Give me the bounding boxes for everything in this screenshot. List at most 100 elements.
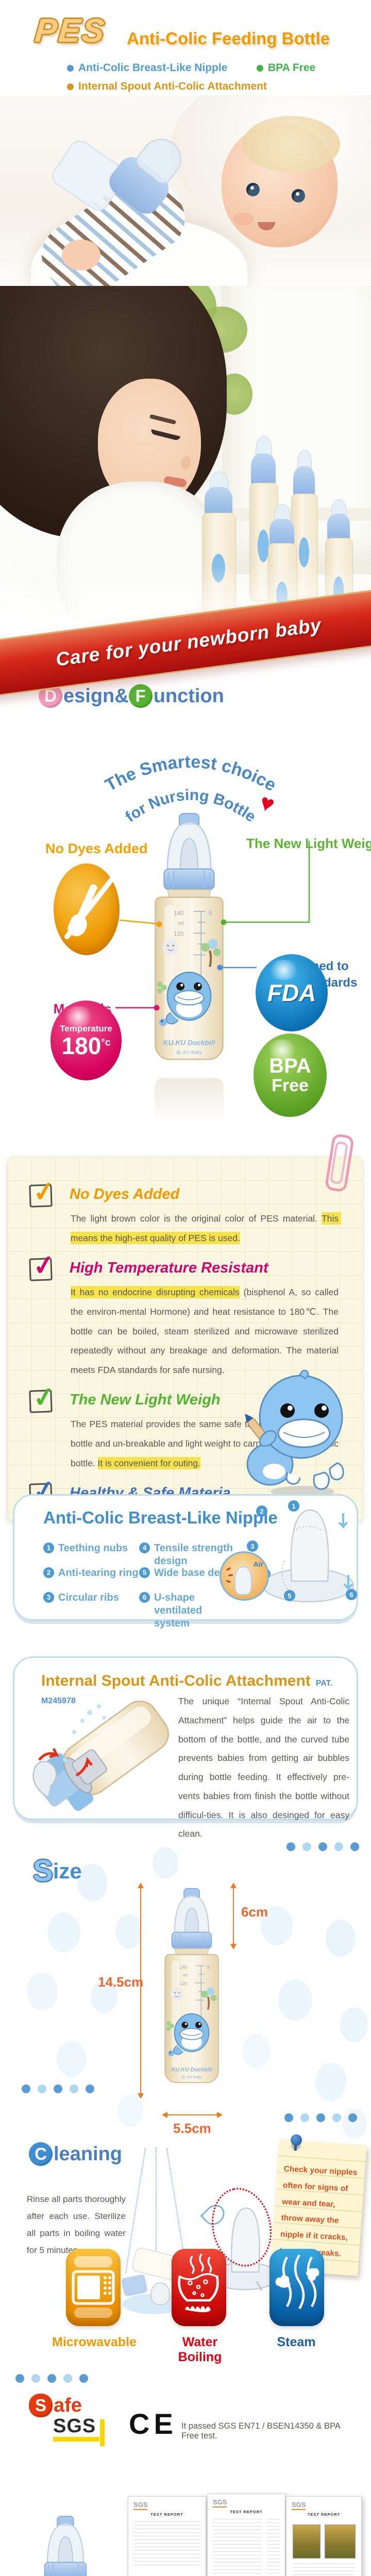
- svg-text:5: 5: [288, 1592, 291, 1600]
- dot-decoration: [286, 1842, 359, 1851]
- feature-bullet-spout: Internal Spout Anti-Colic Attachment: [67, 80, 267, 93]
- checklist-item: ✓ High Temperature Resistant It has no e…: [29, 1249, 342, 1380]
- test-report-document: SGS TEST REPORT ~∿: [128, 2496, 206, 2576]
- number-badge: 2: [43, 1567, 54, 1578]
- nipple-feature-item: 1 Teething nubs: [43, 1542, 149, 1555]
- feature-bullet-bpa: BPA Free: [257, 62, 315, 74]
- spout-feature-box: Internal Spout Anti-Colic Attachment PAT.…: [13, 1656, 358, 1839]
- sgs-logo: SGS: [53, 2415, 105, 2446]
- svg-text:6: 6: [349, 1591, 353, 1599]
- dot-decoration: [22, 2084, 94, 2093]
- test-report-document: SGS TEST REPORT: [207, 2494, 285, 2576]
- bottle-reflection: [155, 1078, 224, 1134]
- checkbox-icon: ✓: [29, 1176, 57, 1209]
- nipple-section-title: Anti-Colic Breast-Like Nipple: [43, 1508, 278, 1527]
- dot-decoration: [284, 2113, 357, 2122]
- ce-mark: CE: [129, 2408, 177, 2440]
- svg-text:2: 2: [260, 1507, 263, 1515]
- hero-photo-mother: [0, 286, 371, 641]
- svg-text:1: 1: [292, 1502, 295, 1510]
- nipple-feature-box: Anti-Colic Breast-Like Nipple 1 Teething…: [13, 1494, 358, 1629]
- checkbox-icon: ✓: [29, 1381, 57, 1414]
- nipple-feature-item: 3 Circular ribs: [43, 1591, 149, 1604]
- nipple-height-value: 6cm: [241, 1904, 268, 1920]
- certified-bottle-photo: [36, 2515, 95, 2576]
- patent-number: PAT. M245978: [41, 1679, 333, 1705]
- initial-f: F: [128, 684, 153, 708]
- size-initial: S: [33, 1854, 53, 1888]
- checklist-body: It has no endocrine disrupting chemicals…: [71, 1286, 341, 1375]
- bullet-label: Internal Spout Anti-Colic Attachment: [78, 80, 267, 92]
- checklist-title: High Temperature Resistant: [70, 1259, 268, 1276]
- diagram-bottle: [140, 805, 238, 1077]
- number-badge: 3: [43, 1592, 54, 1603]
- water-boiling-icon: [172, 2249, 226, 2326]
- bullet-dot-icon: [67, 83, 74, 90]
- test-report-document: SGS TEST REPORT: [286, 2496, 362, 2576]
- label-light-weigh: The New Light Weigh: [246, 836, 371, 851]
- nipple-height-arrow: [230, 1883, 237, 1950]
- checklist-note: ✓ No Dyes Added The light brown color is…: [8, 1157, 362, 1520]
- bullet-dot-icon: [67, 64, 74, 72]
- no-dyes-icon: [54, 863, 120, 955]
- nipple-feature-item: 5 Wide base design: [139, 1567, 245, 1580]
- temperature-badge: Temperature 180°c: [50, 1001, 122, 1080]
- cleaning-initial: C: [29, 2142, 53, 2166]
- rinsed-nipple: [150, 2282, 170, 2305]
- spout-section-title: Internal Spout Anti-Colic Attachment PAT.…: [41, 1672, 333, 1705]
- bottle-width-arrow: [162, 2112, 223, 2118]
- push-pin-icon: [290, 2133, 302, 2146]
- steam-icon: [269, 2249, 324, 2326]
- microwavable-label: Microwavable: [52, 2335, 137, 2349]
- check-icon: ✓: [30, 1249, 58, 1282]
- bottle-width-value: 5.5cm: [173, 2121, 211, 2136]
- spout-illustration: [32, 1700, 170, 1811]
- checklist-item: ✓ No Dyes Added The light brown color is…: [29, 1176, 342, 1248]
- nipple-check-photo: [209, 2207, 281, 2291]
- pes-logo: PES: [33, 12, 108, 49]
- number-badge: 4: [139, 1543, 150, 1553]
- bpa-free-badge: BPA Free: [254, 1033, 327, 1117]
- number-badge: 6: [139, 1592, 150, 1603]
- cleaning-instructions: Rinse all parts thoroughly after each us…: [27, 2194, 126, 2256]
- checkbox-icon: ✓: [29, 1249, 57, 1282]
- check-icon: ✓: [30, 1381, 58, 1414]
- kuku-duck-mascot: [245, 1369, 344, 1497]
- nipple-feature-item: 4 Tensile strength design: [139, 1542, 245, 1568]
- rinsed-cap: [121, 2274, 148, 2297]
- feature-bullet-nipple: Anti-Colic Breast-Like Nipple: [67, 62, 227, 74]
- checklist-title: The New Light Weigh: [70, 1391, 221, 1408]
- safe-initial: S: [29, 2394, 53, 2417]
- nipple-illustration: 1 2 3 4 5 6: [247, 1500, 357, 1603]
- number-badge: 1: [43, 1543, 54, 1553]
- check-icon: ✓: [30, 1176, 58, 1209]
- nipple-feature-item: 6 U-shape ventilated system: [139, 1591, 216, 1630]
- nipple-care-text: Check your nipples often for signs of we…: [279, 2164, 358, 2259]
- svg-text:3: 3: [250, 1543, 254, 1550]
- page-title: Anti-Colic Feeding Bottle: [127, 29, 330, 48]
- checklist-body: The light brown color is the original co…: [71, 1212, 341, 1244]
- water-boiling-label: Water Boiling: [178, 2335, 222, 2364]
- label-no-dyes: No Dyes Added: [45, 841, 148, 856]
- certification-caption: It passed SGS EN71 / BSEN14350 & BPA Fre…: [181, 2421, 340, 2441]
- water-stream: [156, 2147, 157, 2274]
- size-bottle: [164, 1887, 220, 2083]
- checklist-title: No Dyes Added: [70, 1185, 180, 1202]
- bottle-height-value: 14.5cm: [98, 1974, 144, 1990]
- number-badge: 5: [139, 1567, 150, 1578]
- spout-description: The unique “Internal Spout Anti-Colic At…: [178, 1696, 349, 1839]
- bullet-label: Anti-Colic Breast-Like Nipple: [78, 62, 228, 74]
- dot-decoration: [15, 2374, 88, 2383]
- nipple-feature-item: 2 Anti-tearing ring: [43, 1567, 149, 1580]
- signature: ~∿: [158, 2573, 172, 2576]
- air-vent-inset: Air: [220, 1551, 269, 1601]
- air-label: Air: [253, 1560, 263, 1568]
- bullet-dot-icon: [257, 64, 263, 72]
- fda-badge: FDA: [256, 954, 328, 1031]
- bullet-label: BPA Free: [268, 62, 316, 74]
